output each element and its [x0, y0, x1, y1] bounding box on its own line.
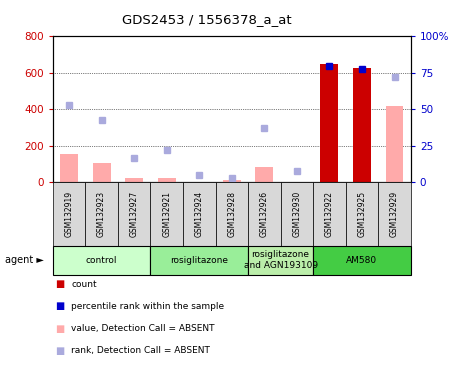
Text: count: count [71, 280, 97, 289]
Bar [223, 180, 241, 182]
Text: percentile rank within the sample: percentile rank within the sample [71, 302, 224, 311]
Bar [320, 64, 338, 182]
Text: ■: ■ [55, 346, 64, 356]
Text: GSM132926: GSM132926 [260, 191, 269, 237]
Text: GSM132925: GSM132925 [358, 191, 366, 237]
Text: GSM132928: GSM132928 [227, 191, 236, 237]
Text: GSM132924: GSM132924 [195, 191, 204, 237]
Text: GSM132922: GSM132922 [325, 191, 334, 237]
Bar [125, 179, 143, 182]
Text: control: control [86, 256, 118, 265]
Text: GDS2453 / 1556378_a_at: GDS2453 / 1556378_a_at [122, 13, 291, 26]
Bar [255, 167, 273, 182]
Text: ■: ■ [55, 301, 64, 311]
Bar [60, 154, 78, 182]
Bar [158, 179, 176, 182]
Bar [353, 68, 371, 182]
Text: rank, Detection Call = ABSENT: rank, Detection Call = ABSENT [71, 346, 210, 356]
Text: AM580: AM580 [347, 256, 378, 265]
Text: GSM132930: GSM132930 [292, 191, 302, 237]
Text: GSM132919: GSM132919 [65, 191, 73, 237]
Text: GSM132929: GSM132929 [390, 191, 399, 237]
Text: ■: ■ [55, 279, 64, 289]
Text: rosiglitazone
and AGN193109: rosiglitazone and AGN193109 [244, 250, 318, 270]
Text: rosiglitazone: rosiglitazone [170, 256, 228, 265]
Text: ■: ■ [55, 324, 64, 334]
Bar [93, 163, 111, 182]
Text: GSM132921: GSM132921 [162, 191, 171, 237]
Text: value, Detection Call = ABSENT: value, Detection Call = ABSENT [71, 324, 215, 333]
Text: GSM132923: GSM132923 [97, 191, 106, 237]
Text: GSM132927: GSM132927 [129, 191, 139, 237]
Bar [386, 106, 403, 182]
Text: agent ►: agent ► [5, 255, 44, 265]
